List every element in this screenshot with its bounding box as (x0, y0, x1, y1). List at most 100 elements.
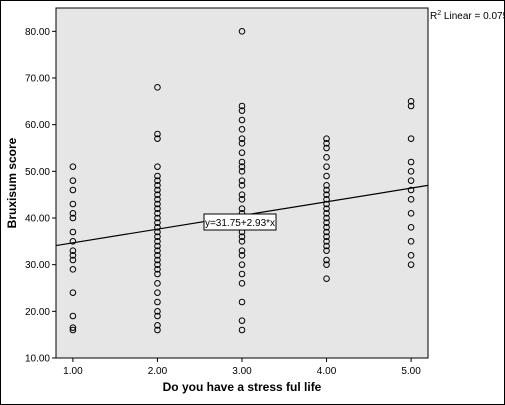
y-tick-label: 80.00 (25, 27, 50, 38)
y-tick-label: 70.00 (25, 74, 50, 85)
data-point (238, 326, 246, 334)
data-point (69, 238, 77, 245)
data-point (407, 168, 415, 175)
data-point (238, 126, 246, 133)
data-point (69, 266, 77, 273)
data-point (323, 233, 330, 240)
data-point (323, 224, 330, 231)
data-point (69, 324, 77, 331)
data-point (154, 308, 161, 315)
data-point (154, 182, 161, 189)
data-point (69, 247, 77, 254)
y-tick-label: 10.00 (25, 354, 50, 365)
data-point (69, 186, 77, 194)
data-point (238, 280, 246, 287)
data-point (323, 140, 330, 147)
data-point (323, 247, 330, 254)
data-point (407, 135, 415, 142)
data-point (69, 214, 77, 222)
data-point (69, 177, 77, 184)
data-point (154, 252, 161, 259)
data-point (154, 261, 161, 268)
data-point (154, 163, 161, 170)
x-tick-label: 1.00 (63, 366, 83, 377)
y-tick-label: 50.00 (25, 167, 50, 178)
data-point (154, 200, 161, 208)
data-point (238, 247, 246, 254)
y-tick-label: 30.00 (25, 260, 50, 271)
y-tick-label: 20.00 (25, 307, 50, 318)
data-point (238, 196, 246, 203)
data-point (154, 242, 161, 250)
data-point (154, 186, 161, 194)
data-point (407, 224, 415, 231)
x-tick-label: 4.00 (317, 366, 337, 377)
data-point (238, 252, 246, 259)
data-point (154, 256, 161, 264)
data-point (154, 326, 161, 334)
data-point (238, 116, 246, 124)
x-tick-label: 5.00 (401, 366, 421, 377)
y-tick-label: 40.00 (25, 214, 50, 225)
data-point (69, 210, 77, 217)
data-point (154, 84, 161, 91)
data-point (407, 252, 415, 259)
data-point (154, 191, 161, 198)
data-point (407, 238, 415, 245)
data-point (154, 280, 161, 287)
data-point (154, 298, 161, 306)
data-point (407, 177, 415, 184)
data-point (407, 261, 415, 268)
data-point (323, 154, 330, 161)
data-point (238, 298, 246, 306)
data-point (69, 228, 77, 236)
x-tick-label: 3.00 (232, 366, 252, 377)
data-point (323, 144, 330, 152)
data-point (238, 191, 246, 198)
data-point (69, 326, 77, 334)
data-point (407, 102, 415, 110)
data-point (238, 163, 246, 170)
data-point (323, 214, 330, 222)
data-point (323, 135, 330, 142)
data-point (323, 275, 330, 282)
data-point (238, 135, 246, 142)
data-point (323, 219, 330, 226)
data-point (407, 196, 415, 203)
data-point (154, 289, 161, 296)
data-point (69, 289, 77, 296)
data-point (154, 172, 161, 180)
data-points (69, 28, 415, 334)
data-point (238, 205, 246, 212)
data-point (154, 322, 161, 329)
y-axis-ticks: 10.00 20.00 30.00 40.00 50.00 60.00 70.00 80.00 (25, 27, 56, 365)
data-point (238, 102, 246, 110)
data-point (323, 205, 330, 212)
data-point (407, 210, 415, 217)
data-point (238, 261, 246, 268)
data-point (323, 261, 330, 268)
data-point (323, 210, 330, 217)
data-point (238, 168, 246, 175)
data-point (69, 200, 77, 208)
data-point (154, 312, 161, 320)
data-point (407, 186, 415, 194)
fit-equation-label: y=31.75+2.93*x (205, 218, 275, 229)
data-point (69, 163, 77, 170)
data-point (323, 182, 330, 189)
data-point (154, 210, 161, 217)
data-point (154, 177, 161, 184)
data-point (323, 242, 330, 250)
data-point (238, 317, 246, 324)
data-point (154, 135, 161, 142)
data-point (238, 270, 246, 278)
data-point (69, 312, 77, 320)
data-point (154, 270, 161, 278)
data-point (154, 214, 161, 222)
data-point (238, 238, 246, 245)
data-point (69, 256, 77, 264)
data-point (323, 186, 330, 194)
data-point (154, 233, 161, 240)
data-point (323, 238, 330, 245)
